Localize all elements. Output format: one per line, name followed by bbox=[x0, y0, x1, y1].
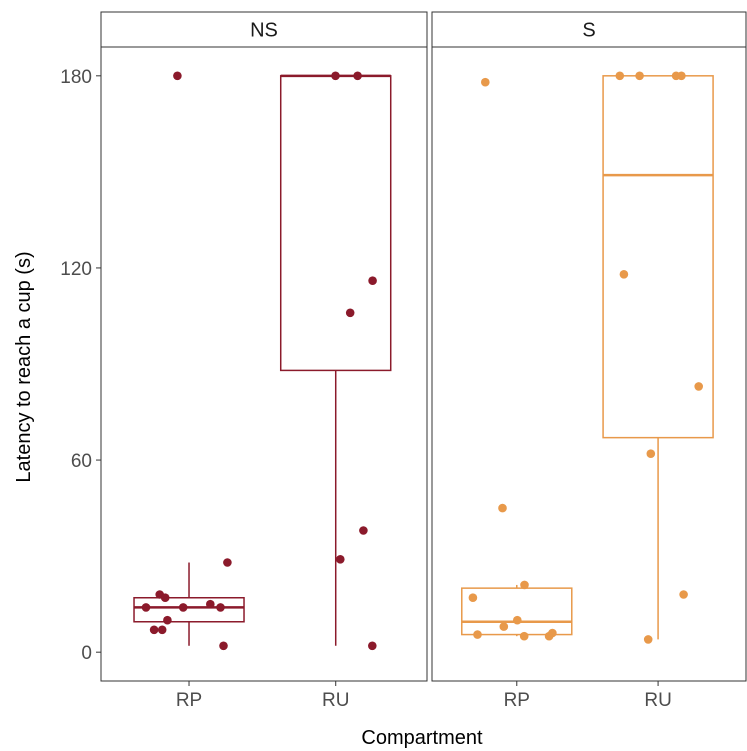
data-point bbox=[216, 603, 225, 612]
data-point bbox=[157, 625, 167, 635]
data-point bbox=[513, 615, 522, 625]
box-group-rp bbox=[461, 77, 573, 641]
data-point bbox=[149, 625, 159, 635]
facet-strip bbox=[100, 11, 428, 48]
data-point bbox=[345, 308, 355, 318]
data-point bbox=[219, 641, 228, 651]
box bbox=[602, 75, 714, 439]
y-tick-label: 60 bbox=[71, 451, 92, 472]
data-point bbox=[520, 580, 529, 590]
data-point bbox=[368, 641, 377, 651]
box-group-rp bbox=[133, 71, 245, 651]
data-point bbox=[331, 71, 340, 81]
data-point bbox=[646, 449, 656, 459]
data-point bbox=[173, 71, 182, 81]
data-point bbox=[635, 71, 644, 81]
data-point bbox=[519, 631, 529, 641]
y-tick-label: 120 bbox=[60, 259, 92, 280]
data-point bbox=[223, 558, 232, 567]
data-point bbox=[679, 590, 688, 599]
panels: NS RP RU S RP RU bbox=[100, 11, 747, 711]
y-axis-title: Latency to reach a cup (s) bbox=[13, 251, 35, 482]
data-point bbox=[544, 631, 554, 641]
data-point bbox=[353, 71, 362, 81]
data-point bbox=[473, 630, 482, 639]
y-tick-label: 0 bbox=[81, 643, 92, 664]
data-point bbox=[619, 270, 629, 279]
data-point bbox=[206, 599, 215, 609]
facet-strip-label: NS bbox=[250, 20, 278, 42]
panel-border bbox=[431, 46, 747, 682]
x-tick-label: RU bbox=[322, 690, 349, 711]
data-point bbox=[368, 276, 377, 286]
facet-strip-label: S bbox=[582, 20, 595, 42]
box-group-ru bbox=[279, 71, 392, 651]
y-axis: 0 60 120 180 bbox=[60, 67, 101, 664]
data-point bbox=[481, 77, 490, 87]
data-point bbox=[163, 615, 172, 625]
data-point bbox=[178, 603, 188, 612]
x-tick-label: RU bbox=[644, 690, 671, 711]
data-point bbox=[336, 555, 345, 564]
data-point bbox=[677, 71, 686, 81]
data-point bbox=[498, 503, 507, 513]
data-point bbox=[468, 593, 478, 602]
y-tick-label: 180 bbox=[60, 67, 92, 88]
data-point bbox=[141, 603, 151, 612]
facet-strip bbox=[431, 11, 747, 48]
panel-border bbox=[100, 46, 428, 682]
facet-panel-ns: NS RP RU bbox=[100, 11, 428, 711]
data-point bbox=[694, 382, 703, 391]
box bbox=[133, 596, 245, 623]
data-point bbox=[359, 526, 368, 535]
x-tick-label: RP bbox=[504, 690, 530, 711]
data-point bbox=[499, 622, 509, 631]
data-point bbox=[643, 635, 653, 644]
box-group-ru bbox=[602, 71, 714, 644]
x-axis-title: Compartment bbox=[361, 727, 483, 749]
data-point bbox=[615, 71, 625, 81]
box bbox=[461, 587, 573, 636]
facet-panel-s: S RP RU bbox=[431, 11, 747, 711]
x-tick-label: RP bbox=[176, 690, 202, 711]
box bbox=[279, 75, 392, 372]
data-point bbox=[160, 593, 170, 602]
